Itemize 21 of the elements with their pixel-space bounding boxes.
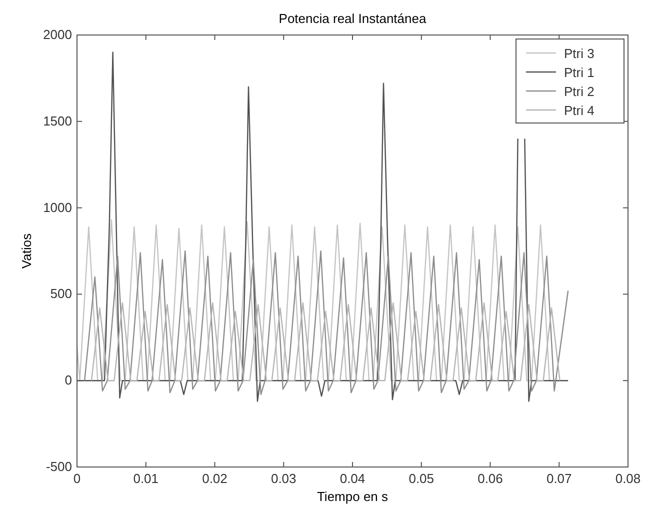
legend-label: Ptri 1	[564, 65, 594, 80]
y-axis-title: Vatios	[19, 232, 34, 269]
y-tick-label: 500	[50, 286, 72, 302]
y-tick-label: -500	[46, 459, 72, 474]
x-tick-label: 0.03	[270, 471, 296, 486]
x-tick-label: 0.04	[340, 471, 366, 486]
y-tick-label: 2000	[43, 27, 72, 42]
x-tick-label: 0.06	[478, 471, 503, 486]
x-tick-label: 0.02	[202, 471, 228, 486]
x-tick-label: 0.05	[408, 471, 434, 486]
y-tick-label: 0	[64, 372, 72, 388]
x-tick-label: 0.07	[546, 471, 572, 486]
x-axis-title: Tiempo en s	[316, 489, 389, 504]
x-tick-label: 0.08	[615, 471, 641, 486]
x-tick-label: 0.01	[133, 471, 159, 486]
legend-label: Ptri 2	[564, 84, 594, 99]
chart-title: Potencia real Instantánea	[278, 11, 427, 26]
y-tick-label: 1000	[43, 200, 72, 215]
legend-label: Ptri 4	[564, 103, 594, 118]
legend-label: Ptri 3	[564, 46, 594, 61]
y-tick-label: 1500	[43, 113, 72, 128]
